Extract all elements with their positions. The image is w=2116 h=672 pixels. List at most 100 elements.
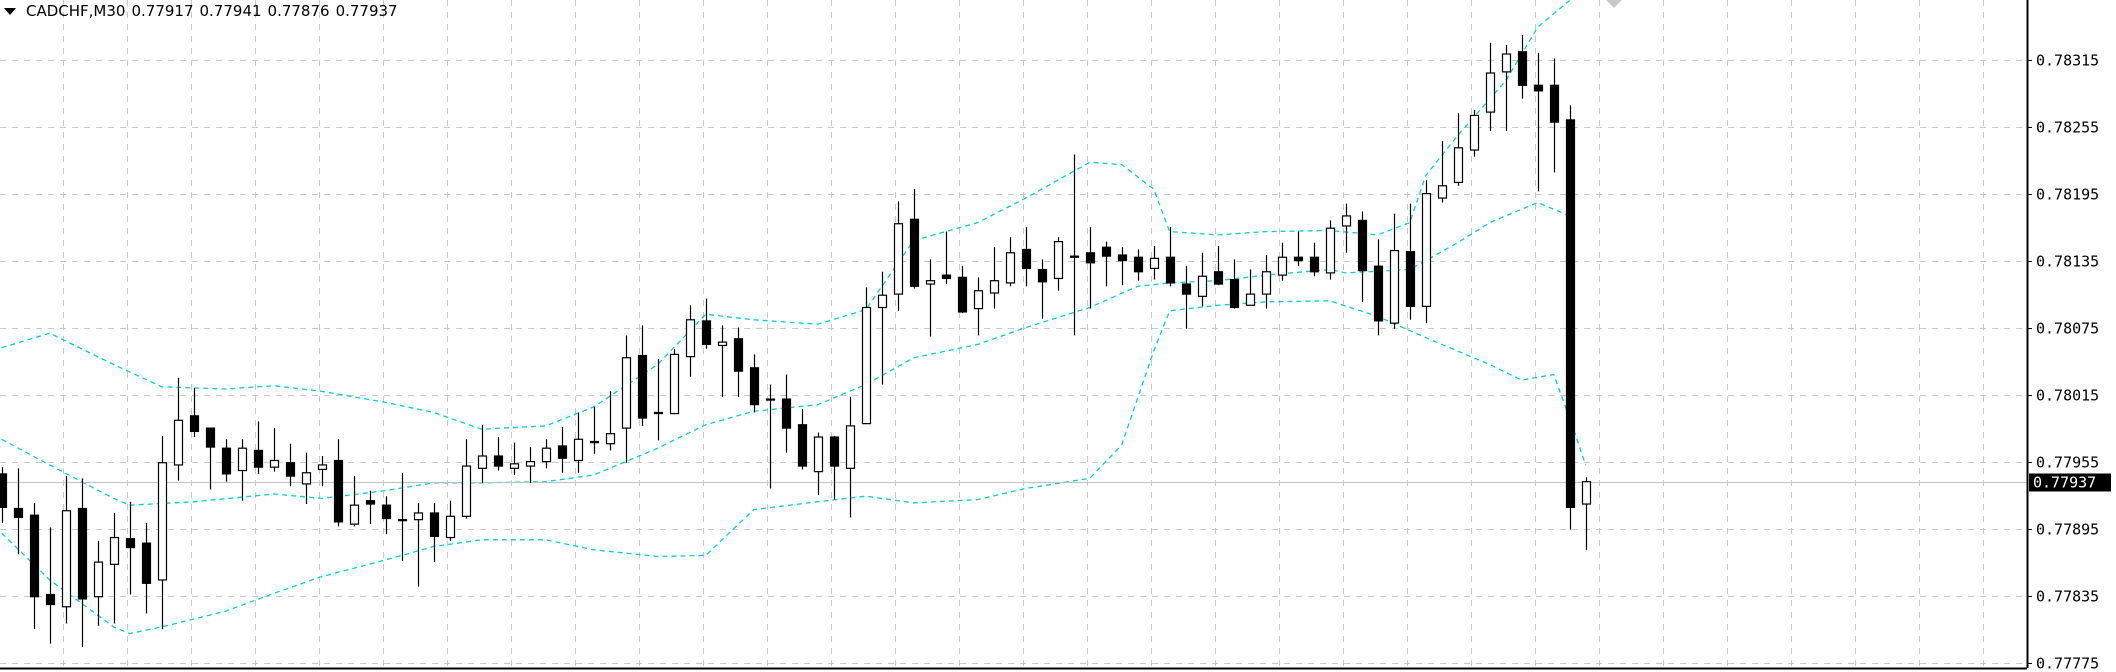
candle xyxy=(557,426,568,473)
candle-body-bearish xyxy=(1309,256,1320,273)
candle xyxy=(1213,246,1224,286)
candle-body-bullish xyxy=(1581,481,1592,505)
candle xyxy=(765,384,776,489)
axis-tick-label: 0.78075 xyxy=(2036,320,2099,338)
chart-header: CADCHF,M30 0.77917 0.77941 0.77876 0.779… xyxy=(4,2,398,20)
axis-tick-label: 0.78015 xyxy=(2036,387,2099,405)
candle xyxy=(445,500,456,541)
candle-body-bullish xyxy=(1053,241,1064,280)
candle-body-bearish xyxy=(701,320,712,345)
candle-body-bullish xyxy=(1325,227,1336,274)
candle xyxy=(1309,242,1320,277)
candle-body-bearish xyxy=(1181,283,1192,295)
candle xyxy=(925,259,936,337)
candle-body-bullish xyxy=(317,464,328,471)
candle-body-bearish xyxy=(1213,271,1224,285)
candle xyxy=(797,409,808,470)
candle xyxy=(77,478,88,647)
candle xyxy=(1069,154,1080,336)
candle xyxy=(1021,227,1032,287)
candle-body-bullish xyxy=(397,519,408,522)
candle xyxy=(397,472,408,561)
candle xyxy=(1261,255,1272,309)
candle xyxy=(589,406,600,454)
candle-body-bullish xyxy=(525,461,536,467)
candle-body-bearish xyxy=(189,415,200,433)
candle xyxy=(189,387,200,438)
candle xyxy=(93,540,104,626)
candle-body-bearish xyxy=(733,338,744,372)
candle-body-bullish xyxy=(1005,252,1016,284)
candle-body-bearish xyxy=(1373,265,1384,322)
candle-body-bullish xyxy=(1149,257,1160,270)
axis-tick-label: 0.78255 xyxy=(2036,119,2099,137)
candle xyxy=(173,377,184,481)
candle-body-bullish xyxy=(1197,275,1208,297)
candle-body-bearish xyxy=(221,447,232,475)
candle xyxy=(1581,477,1592,550)
candle-body-bullish xyxy=(61,510,72,608)
candle xyxy=(1165,227,1176,287)
candle xyxy=(1517,35,1528,99)
candle-body-bullish xyxy=(1485,72,1496,113)
candle-body-bullish xyxy=(157,462,168,581)
candle-body-bearish xyxy=(1293,256,1304,262)
candle xyxy=(285,443,296,487)
candle xyxy=(525,447,536,483)
candle xyxy=(1533,52,1544,192)
candle xyxy=(61,476,72,624)
candle-body-bullish xyxy=(109,536,120,565)
candle-body-bullish xyxy=(717,341,728,347)
candle xyxy=(237,439,248,501)
candle-body-bearish xyxy=(941,274,952,280)
candle-body-bullish xyxy=(1245,293,1256,306)
candle xyxy=(733,327,744,397)
candle xyxy=(1549,58,1560,173)
candle xyxy=(317,456,328,487)
bollinger-bands xyxy=(1,0,1587,635)
candle xyxy=(509,442,520,475)
axis-tick-label: 0.78315 xyxy=(2036,52,2099,70)
candle-body-bullish xyxy=(669,353,680,415)
candle xyxy=(205,427,216,490)
candle xyxy=(45,527,56,644)
candle-body-bullish xyxy=(605,433,616,445)
candle-body-bearish xyxy=(589,440,600,444)
candle-body-bearish xyxy=(653,411,664,415)
candle-body-bullish xyxy=(237,447,248,472)
candle-body-bullish xyxy=(1389,249,1400,324)
candle-body-bullish xyxy=(989,280,1000,294)
candle-body-bearish xyxy=(381,504,392,520)
candle-body-bearish xyxy=(1165,256,1176,284)
candle xyxy=(1501,45,1512,132)
candle xyxy=(365,490,376,525)
candle xyxy=(333,439,344,527)
candle-body-bearish xyxy=(1101,246,1112,257)
candle-body-bullish xyxy=(1341,215,1352,227)
candle xyxy=(477,424,488,483)
candle xyxy=(1485,42,1496,132)
triangle-down-icon[interactable] xyxy=(4,7,16,15)
candle-body-bullish xyxy=(925,280,936,285)
candle-body-bearish xyxy=(77,507,88,600)
chart-shift-marker-icon[interactable] xyxy=(1606,0,1622,8)
candle xyxy=(1357,211,1368,302)
candle xyxy=(141,523,152,614)
candle-body-bearish xyxy=(285,462,296,477)
candle xyxy=(861,287,872,425)
candle-body-bullish xyxy=(765,398,776,401)
candle-body-bullish xyxy=(813,436,824,473)
candle xyxy=(1005,237,1016,287)
candle xyxy=(909,189,920,289)
candle xyxy=(413,502,424,587)
candle-body-bearish xyxy=(333,459,344,523)
candle-body-bearish xyxy=(1517,51,1528,86)
candle xyxy=(957,266,968,314)
candle-body-bearish xyxy=(557,445,568,459)
candle xyxy=(1437,141,1448,203)
candle xyxy=(1101,241,1112,287)
candle-body-bullish xyxy=(445,515,456,539)
ohlc-close: 0.77937 xyxy=(335,2,398,20)
